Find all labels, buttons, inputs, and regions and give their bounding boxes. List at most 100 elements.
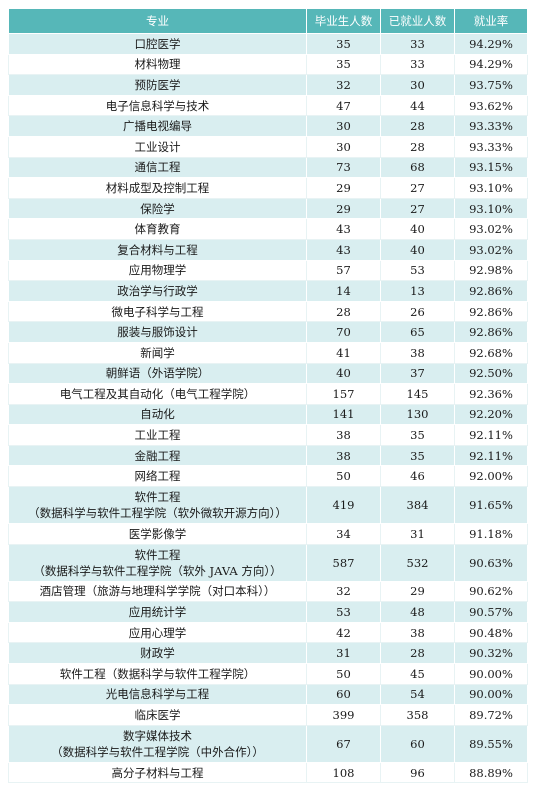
cell-rate: 90.48% bbox=[454, 621, 528, 644]
table-row: 微电子科学与工程 28 26 92.86% bbox=[8, 300, 528, 323]
cell-rate: 93.02% bbox=[454, 218, 528, 240]
table-row: 软件工程 （数据科学与软件工程学院（软外微软开源方向）） 419 384 91.65% bbox=[8, 486, 528, 525]
cell-major: 光电信息科学与工程 bbox=[8, 683, 307, 706]
cell-graduates: 30 bbox=[306, 135, 381, 158]
cell-major: 微电子科学与工程 bbox=[8, 300, 307, 323]
cell-graduates: 29 bbox=[306, 197, 381, 220]
cell-employed: 13 bbox=[380, 280, 455, 302]
cell-graduates: 34 bbox=[306, 523, 381, 545]
table-row: 政治学与行政学 14 13 92.86% bbox=[8, 280, 528, 302]
cell-rate: 93.02% bbox=[454, 238, 528, 261]
cell-graduates: 35 bbox=[306, 53, 381, 76]
table-row: 工业设计 30 28 93.33% bbox=[8, 135, 528, 158]
cell-employed: 60 bbox=[380, 724, 455, 763]
cell-major: 新闻学 bbox=[8, 341, 307, 364]
cell-graduates: 57 bbox=[306, 259, 381, 282]
cell-major: 口腔医学 bbox=[8, 33, 307, 55]
cell-employed: 40 bbox=[380, 218, 455, 240]
cell-graduates: 60 bbox=[306, 683, 381, 706]
cell-rate: 92.86% bbox=[454, 300, 528, 323]
cell-major: 应用心理学 bbox=[8, 621, 307, 644]
cell-graduates: 47 bbox=[306, 94, 381, 117]
table-row: 自动化 141 130 92.20% bbox=[8, 403, 528, 426]
cell-rate: 92.86% bbox=[454, 321, 528, 343]
cell-employed: 28 bbox=[380, 135, 455, 158]
cell-employed: 31 bbox=[380, 523, 455, 545]
cell-employed: 27 bbox=[380, 177, 455, 199]
employment-table: 专业 毕业生人数 已就业人数 就业率 口腔医学 35 33 94.29% 材料物理 35 3… bbox=[8, 8, 528, 784]
table-row: 电子信息科学与技术 47 44 93.62% bbox=[8, 94, 528, 117]
cell-major: 工业设计 bbox=[8, 135, 307, 158]
cell-major: 数字媒体技术 （数据科学与软件工程学院（中外合作）） bbox=[8, 724, 307, 763]
table-row: 广播电视编导 30 28 93.33% bbox=[8, 115, 528, 137]
cell-employed: 45 bbox=[380, 663, 455, 685]
cell-employed: 68 bbox=[380, 156, 455, 179]
cell-graduates: 50 bbox=[306, 465, 381, 488]
cell-graduates: 587 bbox=[306, 543, 381, 582]
cell-graduates: 28 bbox=[306, 300, 381, 323]
cell-graduates: 108 bbox=[306, 761, 381, 784]
cell-employed: 54 bbox=[380, 683, 455, 706]
cell-employed: 35 bbox=[380, 444, 455, 467]
cell-major: 政治学与行政学 bbox=[8, 280, 307, 302]
cell-employed: 29 bbox=[380, 580, 455, 603]
cell-graduates: 40 bbox=[306, 362, 381, 385]
cell-rate: 92.68% bbox=[454, 341, 528, 364]
cell-major: 预防医学 bbox=[8, 74, 307, 96]
table-row: 酒店管理（旅游与地理科学学院（对口本科）） 32 29 90.62% bbox=[8, 580, 528, 603]
cell-graduates: 32 bbox=[306, 580, 381, 603]
cell-rate: 91.65% bbox=[454, 486, 528, 525]
cell-major: 软件工程（数据科学与软件工程学院） bbox=[8, 663, 307, 685]
cell-major: 材料物理 bbox=[8, 53, 307, 76]
cell-graduates: 419 bbox=[306, 486, 381, 525]
cell-rate: 89.72% bbox=[454, 704, 528, 726]
table-row: 体育教育 43 40 93.02% bbox=[8, 218, 528, 240]
table-row: 金融工程 38 35 92.11% bbox=[8, 444, 528, 467]
cell-graduates: 30 bbox=[306, 115, 381, 137]
employment-table-container: 专业 毕业生人数 已就业人数 就业率 口腔医学 35 33 94.29% 材料物理 35 3… bbox=[8, 8, 528, 784]
cell-employed: 130 bbox=[380, 403, 455, 426]
header-graduates: 毕业生人数 bbox=[306, 8, 381, 34]
table-row: 新闻学 41 38 92.68% bbox=[8, 341, 528, 364]
cell-rate: 92.11% bbox=[454, 444, 528, 467]
cell-graduates: 14 bbox=[306, 280, 381, 302]
table-row: 软件工程（数据科学与软件工程学院） 50 45 90.00% bbox=[8, 663, 528, 685]
cell-rate: 89.55% bbox=[454, 724, 528, 763]
cell-major: 材料成型及控制工程 bbox=[8, 177, 307, 199]
cell-employed: 44 bbox=[380, 94, 455, 117]
cell-rate: 93.33% bbox=[454, 115, 528, 137]
table-row: 光电信息科学与工程 60 54 90.00% bbox=[8, 683, 528, 706]
table-row: 应用统计学 53 48 90.57% bbox=[8, 601, 528, 623]
cell-employed: 28 bbox=[380, 642, 455, 665]
cell-rate: 93.10% bbox=[454, 197, 528, 220]
table-row: 医学影像学 34 31 91.18% bbox=[8, 523, 528, 545]
cell-graduates: 41 bbox=[306, 341, 381, 364]
table-row: 朝鲜语（外语学院） 40 37 92.50% bbox=[8, 362, 528, 385]
cell-graduates: 38 bbox=[306, 424, 381, 446]
cell-graduates: 35 bbox=[306, 33, 381, 55]
cell-graduates: 29 bbox=[306, 177, 381, 199]
cell-graduates: 67 bbox=[306, 724, 381, 763]
cell-employed: 27 bbox=[380, 197, 455, 220]
cell-graduates: 38 bbox=[306, 444, 381, 467]
cell-graduates: 73 bbox=[306, 156, 381, 179]
cell-rate: 92.98% bbox=[454, 259, 528, 282]
cell-employed: 33 bbox=[380, 53, 455, 76]
cell-graduates: 32 bbox=[306, 74, 381, 96]
cell-rate: 93.75% bbox=[454, 74, 528, 96]
cell-graduates: 157 bbox=[306, 383, 381, 405]
cell-graduates: 43 bbox=[306, 218, 381, 240]
table-row: 预防医学 32 30 93.75% bbox=[8, 74, 528, 96]
cell-rate: 92.11% bbox=[454, 424, 528, 446]
cell-rate: 90.00% bbox=[454, 663, 528, 685]
table-row: 复合材料与工程 43 40 93.02% bbox=[8, 238, 528, 261]
table-row: 数字媒体技术 （数据科学与软件工程学院（中外合作）） 67 60 89.55% bbox=[8, 724, 528, 763]
cell-rate: 90.63% bbox=[454, 543, 528, 582]
table-row: 应用心理学 42 38 90.48% bbox=[8, 621, 528, 644]
cell-major: 通信工程 bbox=[8, 156, 307, 179]
cell-rate: 92.86% bbox=[454, 280, 528, 302]
table-row: 电气工程及其自动化（电气工程学院） 157 145 92.36% bbox=[8, 383, 528, 405]
cell-graduates: 399 bbox=[306, 704, 381, 726]
cell-employed: 30 bbox=[380, 74, 455, 96]
cell-rate: 93.15% bbox=[454, 156, 528, 179]
